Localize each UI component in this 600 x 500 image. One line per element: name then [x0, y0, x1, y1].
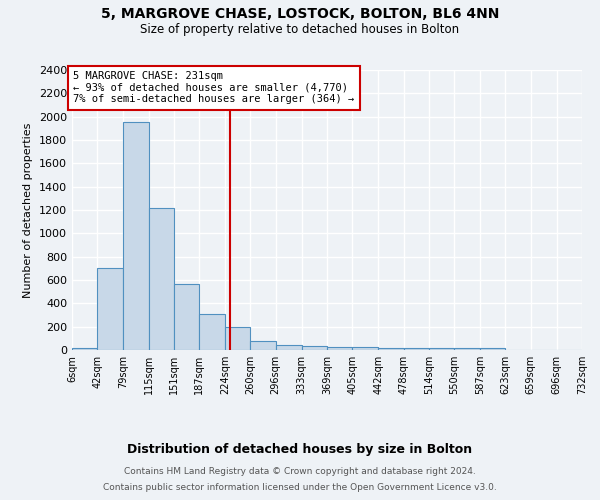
Bar	[378, 348, 404, 350]
Bar	[404, 348, 429, 350]
Bar	[250, 340, 276, 350]
Bar	[199, 314, 225, 350]
Bar	[97, 268, 123, 350]
Bar	[276, 345, 302, 350]
Bar	[454, 348, 480, 350]
Bar	[480, 348, 505, 350]
Text: 5 MARGROVE CHASE: 231sqm
← 93% of detached houses are smaller (4,770)
7% of semi: 5 MARGROVE CHASE: 231sqm ← 93% of detach…	[73, 71, 355, 104]
Bar	[149, 208, 174, 350]
Bar	[327, 346, 352, 350]
Text: Contains public sector information licensed under the Open Government Licence v3: Contains public sector information licen…	[103, 482, 497, 492]
Bar	[429, 348, 454, 350]
Text: Contains HM Land Registry data © Crown copyright and database right 2024.: Contains HM Land Registry data © Crown c…	[124, 468, 476, 476]
Bar	[123, 122, 149, 350]
Bar	[174, 284, 199, 350]
Text: 5, MARGROVE CHASE, LOSTOCK, BOLTON, BL6 4NN: 5, MARGROVE CHASE, LOSTOCK, BOLTON, BL6 …	[101, 8, 499, 22]
Text: Size of property relative to detached houses in Bolton: Size of property relative to detached ho…	[140, 22, 460, 36]
Bar	[352, 347, 378, 350]
Y-axis label: Number of detached properties: Number of detached properties	[23, 122, 34, 298]
Bar	[72, 348, 97, 350]
Text: Distribution of detached houses by size in Bolton: Distribution of detached houses by size …	[127, 442, 473, 456]
Bar	[302, 346, 327, 350]
Bar	[225, 326, 250, 350]
